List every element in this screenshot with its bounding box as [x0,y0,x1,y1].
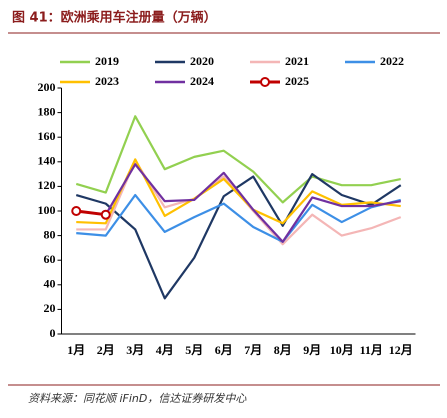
legend-label: 2025 [285,74,309,88]
y-tick-label: 180 [38,104,56,118]
source-note: 资料来源：同花顺 iFinD，信达证券研发中心 [28,392,247,405]
series-line [75,173,402,300]
y-tick-label: 160 [38,129,56,143]
y-tick-label: 200 [38,80,56,94]
legend-label: 2019 [95,54,119,68]
point-marker [71,206,82,216]
y-tick-label: 140 [38,154,56,168]
x-tick-label: 1月 [67,343,85,357]
legend-label: 2020 [190,54,214,68]
legend-label: 2023 [95,74,119,88]
x-tick-label: 7月 [244,343,262,357]
x-tick-label: 5月 [185,343,203,357]
x-tick-label: 9月 [303,343,321,357]
series-line [76,159,402,246]
y-tick-label: 80 [44,227,56,241]
x-tick-label: 3月 [126,343,144,357]
legend-label: 2021 [285,54,309,68]
series-line [75,115,401,204]
series-line [76,163,401,243]
legend-label: 2024 [190,74,214,88]
x-tick-label: 6月 [215,343,233,357]
y-tick-label: 0 [50,326,56,340]
y-tick-label: 120 [38,178,56,192]
y-tick-label: 60 [44,252,56,266]
legend-label: 2022 [380,54,404,68]
series-line [76,158,401,225]
x-tick-label: 10月 [330,343,354,357]
y-tick-label: 100 [38,203,56,217]
chart-title: 图 41：欧洲乘用车注册量（万辆） [12,10,217,26]
x-tick-label: 8月 [274,343,292,357]
x-tick-label: 2月 [97,343,115,357]
x-tick-label: 11月 [360,343,383,357]
y-tick-label: 20 [44,301,56,315]
point-marker [100,209,111,220]
x-tick-label: 12月 [389,343,413,357]
y-tick-label: 40 [44,277,56,291]
x-tick-label: 4月 [156,343,174,357]
legend-marker [260,77,270,87]
series-line [76,193,402,243]
